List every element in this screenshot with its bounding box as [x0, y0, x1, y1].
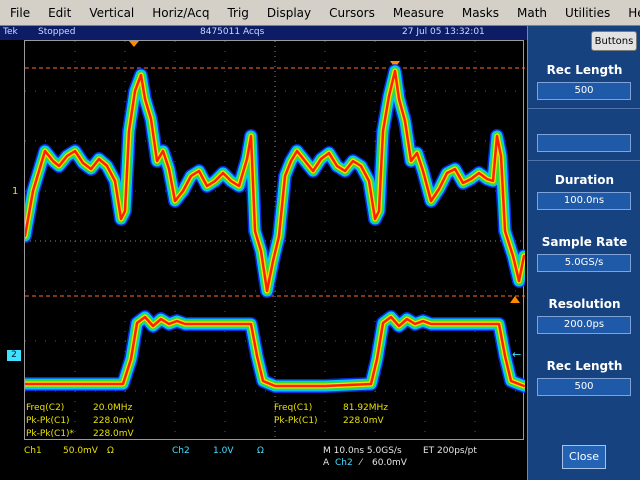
close-button[interactable]: Close: [562, 445, 606, 469]
ch2-ground-marker[interactable]: 2: [7, 350, 21, 361]
menu-cursors[interactable]: Cursors: [329, 5, 375, 20]
menu-trig[interactable]: Trig: [227, 5, 249, 20]
date-time: 27 Jul 05 13:32:01: [402, 27, 485, 37]
panel-divider: [528, 108, 640, 109]
acquisition-state: Stopped: [38, 27, 76, 37]
channel-info-bar: Ch1 50.0mV Ω Ch2 1.0V Ω M 10.0ns 5.0GS/s…: [0, 442, 527, 480]
status-bar: Tek Stopped 8475011 Acqs 27 Jul 05 13:32…: [0, 26, 527, 40]
menu-masks[interactable]: Masks: [461, 5, 500, 20]
rec-length2-title: Rec Length: [546, 359, 623, 373]
trigger-slope-icon: ⁄: [360, 458, 362, 468]
rec-length2-field[interactable]: 500: [537, 378, 631, 396]
ch1-ground-marker[interactable]: 1: [12, 186, 19, 197]
menu-edit[interactable]: Edit: [48, 5, 72, 20]
ch2-name[interactable]: Ch2: [172, 446, 190, 456]
side-panel: Rec Length 500 Duration 100.0ns Sample R…: [527, 26, 640, 480]
duration-field[interactable]: 100.0ns: [537, 192, 631, 210]
ch2-termination: Ω: [257, 446, 264, 456]
timebase-readout[interactable]: M 10.0ns 5.0GS/s: [323, 446, 402, 456]
menu-help[interactable]: Help: [628, 5, 640, 20]
menu-display[interactable]: Display: [266, 5, 312, 20]
acquisition-count: 8475011 Acqs: [200, 27, 265, 37]
panel-divider: [528, 160, 640, 161]
empty-field[interactable]: [537, 134, 631, 152]
buttons-toggle-button[interactable]: Buttons: [591, 31, 637, 51]
trigger-position-marker: [129, 41, 139, 47]
graticule-svg: [25, 41, 525, 441]
readout-pkpk-c1-star-label: Pk-Pk(C1)*: [26, 429, 75, 439]
brand-label: Tek: [3, 27, 18, 37]
menu-vertical[interactable]: Vertical: [89, 5, 135, 20]
sample-rate-field[interactable]: 5.0GS/s: [537, 254, 631, 272]
readout-pkpk-c1-value: 228.0mV: [93, 416, 134, 426]
readout-freq-c1-value: 81.92MHz: [343, 403, 389, 413]
cursor-marker-bottom: [510, 296, 520, 303]
ch1-name[interactable]: Ch1: [24, 446, 42, 456]
resolution-title: Resolution: [548, 297, 621, 311]
ch2-scale[interactable]: 1.0V: [213, 446, 234, 456]
ch1-termination: Ω: [107, 446, 114, 456]
ch2-waveform-core: [25, 315, 525, 388]
trigger-source[interactable]: Ch2: [335, 458, 353, 468]
menu-bar: File Edit Vertical Horiz/Acq Trig Displa…: [0, 0, 640, 26]
ch1-scale[interactable]: 50.0mV: [63, 446, 98, 456]
ch2-trigger-level-arrow: ←: [512, 348, 522, 361]
readout-freq-c2-label: Freq(C2): [26, 403, 65, 413]
equivalent-time-readout: ET 200ps/pt: [423, 446, 477, 456]
rec-length-field[interactable]: 500: [537, 82, 631, 100]
rec-length-title: Rec Length: [546, 63, 623, 77]
menu-math[interactable]: Math: [517, 5, 548, 20]
ch1-waveform-core: [25, 69, 525, 293]
duration-title: Duration: [554, 173, 615, 187]
resolution-field[interactable]: 200.0ps: [537, 316, 631, 334]
trigger-level[interactable]: 60.0mV: [372, 458, 407, 468]
readout-pkpk-c1-2-label: Pk-Pk(C1): [274, 416, 318, 426]
readout-freq-c1-label: Freq(C1): [274, 403, 313, 413]
waveform-display[interactable]: [24, 40, 525, 441]
readout-freq-c2-value: 20.0MHz: [93, 403, 133, 413]
menu-measure[interactable]: Measure: [392, 5, 444, 20]
readout-pkpk-c1-label: Pk-Pk(C1): [26, 416, 70, 426]
menu-utilities[interactable]: Utilities: [565, 5, 611, 20]
trigger-a-label: A: [323, 458, 330, 468]
readout-pkpk-c1-2-value: 228.0mV: [343, 416, 384, 426]
sample-rate-title: Sample Rate: [541, 235, 628, 249]
readout-pkpk-c1-star-value: 228.0mV: [93, 429, 134, 439]
menu-file[interactable]: File: [10, 5, 31, 20]
menu-horiz-acq[interactable]: Horiz/Acq: [152, 5, 210, 20]
